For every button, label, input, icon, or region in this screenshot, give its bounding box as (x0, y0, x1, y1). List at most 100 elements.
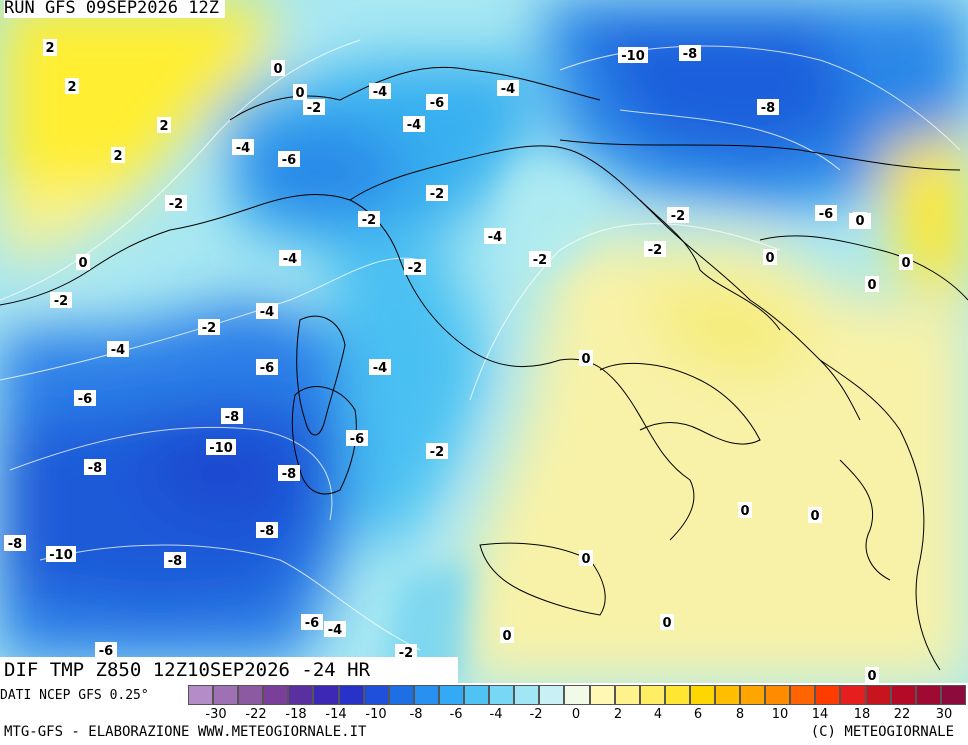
contour-label-background (346, 430, 368, 446)
contour-label: -8 (683, 47, 697, 62)
color-scale-swatch (188, 685, 214, 705)
contour-label-background (500, 627, 514, 643)
contour-label-background (198, 319, 220, 335)
contour-label: -4 (373, 85, 387, 100)
contour-label-background (271, 60, 285, 76)
contour-label: -8 (168, 554, 182, 569)
color-scale-tick-label: 10 (771, 707, 789, 722)
contour-label-background (667, 207, 689, 223)
contour-label-background (358, 211, 380, 227)
contour-label: -6 (819, 207, 833, 222)
color-scale-swatch (539, 685, 565, 705)
contour-label: -8 (225, 410, 239, 425)
contour-label-background (369, 359, 391, 375)
contour-label-background (324, 621, 346, 637)
contour-label-background (853, 212, 867, 228)
contour-label: -2 (671, 209, 685, 224)
contour-label-background (256, 303, 278, 319)
contour-label: -2 (408, 261, 422, 276)
contour-label: 0 (581, 552, 590, 567)
contour-label: -2 (430, 187, 444, 202)
contour-label-background (679, 45, 701, 61)
contour-label: -4 (260, 305, 274, 320)
contour-label: 0 (765, 251, 774, 266)
contour-label-background (529, 251, 551, 267)
color-scale-swatch (589, 685, 615, 705)
contour-label: -8 (260, 524, 274, 539)
color-scale-swatch (890, 685, 916, 705)
color-scale-swatch (915, 685, 941, 705)
color-scale-swatch (388, 685, 414, 705)
contour-label: -8 (282, 467, 296, 482)
contour-label: -2 (648, 243, 662, 258)
contour-label: -6 (99, 644, 113, 659)
color-scale-swatch (714, 685, 741, 705)
color-scale-swatch (489, 685, 515, 705)
contour-label: -4 (328, 623, 342, 638)
color-scale-ticks: -30 -22 -18 -14 -10 -8 -6 -4 -2 0 2 4 6 8 10 14 18 22 30 (188, 707, 966, 723)
color-scale-swatch (438, 685, 465, 705)
contour-label-background (74, 390, 96, 406)
contour-label: 0 (740, 504, 749, 519)
contour-label-background (899, 254, 913, 270)
color-scale-bar (188, 685, 966, 707)
color-scale-tick-label: 18 (853, 707, 871, 722)
contour-label: -8 (761, 101, 775, 116)
color-scale-swatch (865, 685, 891, 705)
contour-label-background (404, 259, 426, 275)
contour-label-background (426, 185, 448, 201)
color-scale-tick-label: 14 (811, 707, 829, 722)
color-scale-swatch (464, 685, 490, 705)
color-scale-swatch (564, 685, 590, 705)
contour-label-background (757, 99, 779, 115)
contour-label-background (278, 151, 300, 167)
contour-label-background (293, 84, 307, 100)
contour-label: -10 (49, 548, 73, 563)
contour-label: -6 (305, 616, 319, 631)
contour-label: -4 (501, 82, 515, 97)
contour-label: 0 (295, 86, 304, 101)
contour-label-background (579, 550, 593, 566)
color-scale-swatch (664, 685, 690, 705)
contour-label: -4 (407, 118, 421, 133)
contour-label-background (107, 341, 129, 357)
color-scale-tick-label: 0 (571, 707, 581, 722)
contour-label-background (303, 99, 325, 115)
contour-label-background (221, 408, 243, 424)
color-scale-swatch (288, 685, 314, 705)
contour-label: 2 (159, 119, 168, 134)
contour-label-background (256, 359, 278, 375)
contour-label-background (46, 546, 76, 562)
contour-label: -4 (111, 343, 125, 358)
contour-label: 2 (113, 149, 122, 164)
contour-label: 0 (662, 616, 671, 631)
contour-label: -6 (260, 361, 274, 376)
contour-label: -10 (621, 49, 645, 64)
contour-label-background (157, 117, 171, 133)
contour-label: 0 (502, 629, 511, 644)
contour-label: 0 (581, 352, 590, 367)
color-scale-swatch (639, 685, 665, 705)
color-scale-tick-label: -10 (365, 707, 387, 722)
contour-label-background (497, 80, 519, 96)
contour-label: 2 (67, 80, 76, 95)
color-scale-swatch (940, 685, 966, 705)
contour-label: -6 (78, 392, 92, 407)
color-scale-tick-label: 22 (893, 707, 911, 722)
contour-label-background (644, 241, 666, 257)
contour-label: -2 (169, 197, 183, 212)
footer-credit: MTG-GFS - ELABORAZIONE WWW.METEOGIORNALE… (4, 724, 367, 740)
color-scale-tick-label: -2 (529, 707, 543, 722)
data-source-label: DATI NCEP GFS 0.25° (0, 688, 149, 703)
contour-label-background (426, 443, 448, 459)
color-scale-tick-label: 30 (935, 707, 953, 722)
contour-label: 0 (78, 256, 87, 271)
contour-label-background (50, 292, 72, 308)
contour-label: -2 (362, 213, 376, 228)
contour-label: -2 (307, 101, 321, 116)
run-title: RUN GFS 09SEP2026 12Z (4, 0, 225, 18)
contour-label-background (738, 502, 752, 518)
color-scale-tick-label: -6 (449, 707, 463, 722)
color-scale-tick-label: 6 (693, 707, 703, 722)
contour-label-background (65, 78, 79, 94)
